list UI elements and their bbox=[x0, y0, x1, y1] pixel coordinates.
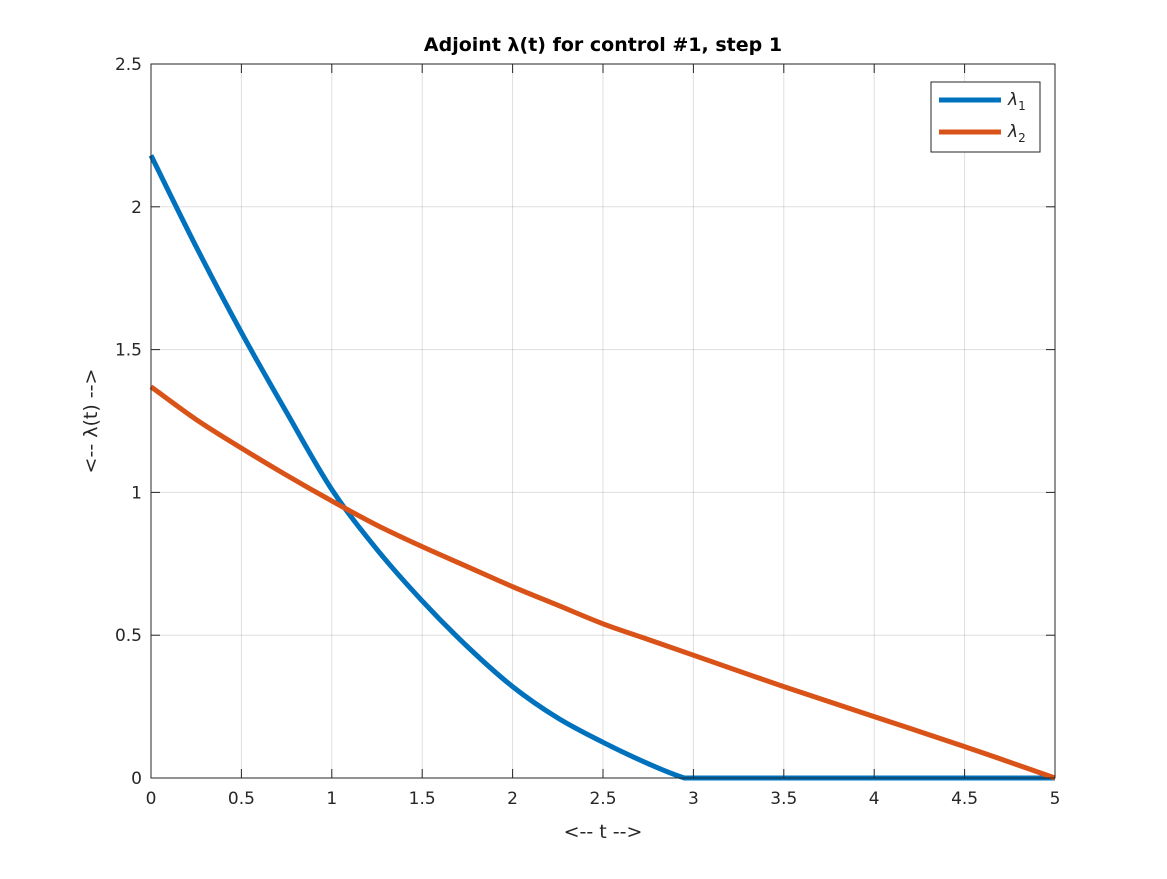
y-tick-label: 2.5 bbox=[115, 55, 142, 75]
chart-title: Adjoint λ(t) for control #1, step 1 bbox=[424, 34, 782, 56]
y-tick-label: 1.5 bbox=[115, 341, 142, 361]
legend-box bbox=[930, 81, 1041, 153]
x-tick-label: 3.5 bbox=[770, 789, 797, 809]
x-tick-label: 4.5 bbox=[951, 789, 978, 809]
x-tick-label: 1 bbox=[326, 789, 337, 809]
series-lines bbox=[148, 154, 1056, 781]
y-axis-label: <-- λ(t) --> bbox=[80, 369, 102, 474]
axes-background bbox=[151, 64, 1055, 778]
x-tick-label: 1.5 bbox=[409, 789, 436, 809]
legend-entry-symbol: λ bbox=[1007, 90, 1018, 110]
y-tick-label: 1 bbox=[131, 483, 142, 503]
x-tick-label: 2.5 bbox=[589, 789, 616, 809]
y-tick-label: 0.5 bbox=[115, 626, 142, 646]
x-tick-label: 3 bbox=[688, 789, 699, 809]
x-tick-label: 0 bbox=[146, 789, 157, 809]
series-line-λ2 bbox=[149, 384, 1056, 781]
y-tick-label: 0 bbox=[131, 769, 142, 789]
series-line-λ1 bbox=[148, 154, 1055, 781]
x-axis-label: <-- t --> bbox=[564, 821, 643, 843]
x-tick-label: 4 bbox=[869, 789, 880, 809]
x-tick-label: 5 bbox=[1050, 789, 1061, 809]
x-tick-label: 2 bbox=[507, 789, 518, 809]
legend-entry-subscript: 1 bbox=[1018, 99, 1026, 113]
legend-entry-subscript: 2 bbox=[1018, 131, 1026, 145]
legend-entry: λ2 bbox=[1007, 122, 1026, 145]
x-tick-label: 0.5 bbox=[228, 789, 255, 809]
legend-entry: λ1 bbox=[1007, 90, 1026, 113]
ticks: 0 0.5 1 1.5 2 2.5 3 3.5 4 4.5 5 0 0.5 1 1.5 2 2.5 bbox=[115, 55, 1060, 809]
legend-entry-symbol: λ bbox=[1007, 122, 1018, 142]
y-tick-label: 2 bbox=[131, 198, 142, 218]
